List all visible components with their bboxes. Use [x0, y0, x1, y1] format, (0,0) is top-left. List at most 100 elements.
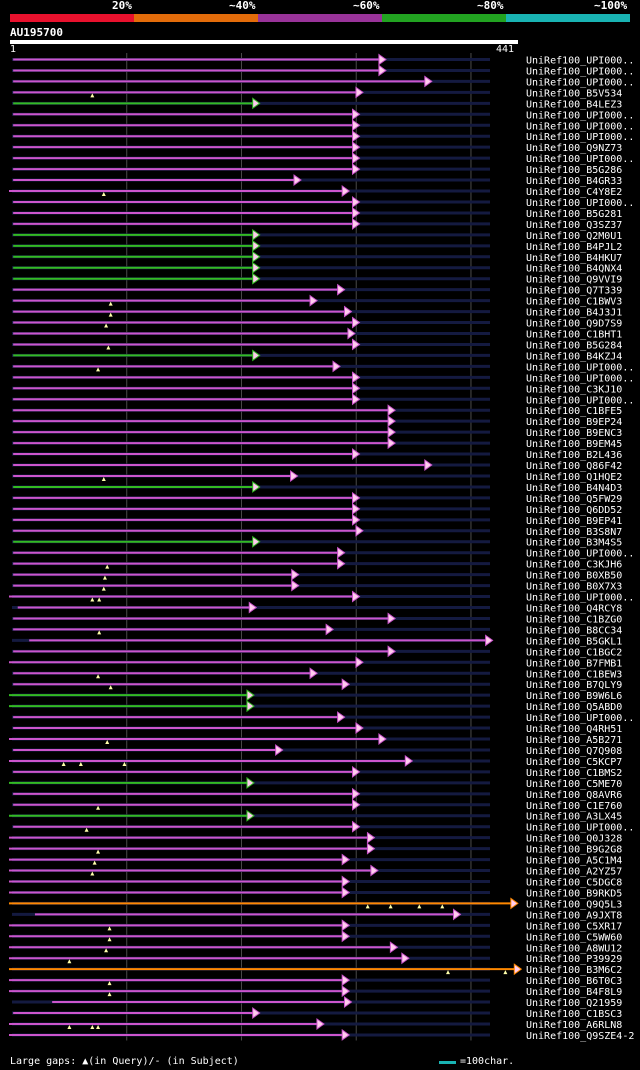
- hit-arrow: [404, 754, 414, 767]
- ruler-start-label: 1: [10, 44, 17, 55]
- hit-arrow: [387, 612, 396, 625]
- hit-label: UniRef100_B4GR33: [526, 176, 622, 187]
- hit-label: UniRef100_UPI000..: [526, 198, 634, 209]
- hit-arrow: [341, 875, 351, 888]
- hit-arrow: [352, 765, 361, 778]
- hit-arrow: [387, 645, 396, 658]
- hit-arrow: [341, 985, 351, 998]
- hit-arrow: [378, 733, 387, 745]
- hit-label: UniRef100_B0XB50: [526, 571, 622, 582]
- hit-label: UniRef100_B4QNX4: [526, 264, 622, 275]
- hit-label: UniRef100_UPI000..: [526, 132, 634, 143]
- legend-label-80: ~80%: [477, 0, 504, 12]
- hit-label: UniRef100_B8CC34: [526, 625, 622, 636]
- hit-label: UniRef100_B4J3J1: [526, 308, 622, 319]
- gap-marker: [108, 301, 113, 306]
- hit-label: UniRef100_C3KJH6: [526, 560, 622, 571]
- hit-label: UniRef100_Q3SZ37: [526, 220, 622, 231]
- gap-marker: [96, 674, 101, 679]
- hit-label: UniRef100_C1BMS2: [526, 768, 622, 779]
- hit-arrow: [341, 919, 351, 932]
- hit-arrow: [352, 163, 361, 176]
- hit-label: UniRef100_A9JXT8: [526, 910, 622, 921]
- hit-arrow: [332, 360, 341, 373]
- hit-label: UniRef100_C1BFE5: [526, 406, 622, 417]
- hit-label: UniRef100_P39929: [526, 954, 622, 965]
- hit-arrow: [352, 820, 361, 833]
- gap-marker: [61, 761, 66, 766]
- hit-label: UniRef100_C4Y8E2: [526, 187, 622, 198]
- gap-marker: [446, 970, 451, 975]
- hit-arrow: [352, 513, 361, 526]
- hit-arrow: [337, 283, 346, 296]
- hit-label: UniRef100_B3S8N7: [526, 527, 622, 538]
- hit-label: UniRef100_B7QLY9: [526, 680, 622, 691]
- hit-label: UniRef100_C1BSC3: [526, 1009, 622, 1020]
- hit-label: UniRef100_Q21959: [526, 998, 622, 1009]
- gap-marker: [96, 849, 101, 854]
- large-gaps-legend: Large gaps: ▲(in Query)/- (in Subject): [10, 1056, 239, 1067]
- hit-arrow: [352, 316, 361, 329]
- hit-label: UniRef100_B4F8L9: [526, 987, 622, 998]
- hit-label: UniRef100_A6RLN8: [526, 1020, 622, 1031]
- hit-label: UniRef100_A5B271: [526, 735, 622, 746]
- hit-arrow: [387, 415, 396, 428]
- hit-label: UniRef100_Q86F42: [526, 461, 622, 472]
- hit-arrow: [246, 809, 255, 822]
- hit-arrow: [513, 963, 523, 976]
- legend-bar-20: [10, 14, 134, 22]
- hit-label: UniRef100_B9EP24: [526, 417, 622, 428]
- hit-label: UniRef100_C5DGC8: [526, 878, 622, 889]
- hit-arrow: [252, 349, 261, 362]
- gap-marker: [122, 761, 127, 766]
- hit-arrow: [387, 437, 396, 450]
- gap-marker: [388, 904, 393, 909]
- hit-arrow: [341, 678, 351, 691]
- hit-arrow: [352, 798, 361, 811]
- hit-label: UniRef100_UPI000..: [526, 549, 634, 560]
- hit-arrow: [352, 217, 361, 230]
- hit-arrow: [341, 853, 351, 866]
- hit-label: UniRef100_A2YZ57: [526, 867, 622, 878]
- hit-arrow: [352, 491, 361, 504]
- hit-label: UniRef100_Q7T339: [526, 286, 622, 297]
- gap-marker: [96, 805, 101, 810]
- hit-label: UniRef100_Q4RCY8: [526, 604, 622, 615]
- hit-label: UniRef100_B3M4S5: [526, 538, 622, 549]
- hit-arrow: [246, 700, 255, 713]
- hit-arrow: [293, 174, 302, 187]
- hit-label: UniRef100_UPI000..: [526, 373, 634, 384]
- gap-marker: [90, 1024, 95, 1029]
- hit-label: UniRef100_Q9VVI9: [526, 275, 622, 286]
- hit-arrow: [337, 546, 346, 559]
- hit-arrow: [378, 64, 387, 77]
- hit-label: UniRef100_B3M6C2: [526, 965, 622, 976]
- scale-bar: [439, 1061, 456, 1064]
- legend-bar-80: [382, 14, 506, 22]
- hit-arrow: [387, 426, 396, 439]
- hit-label: UniRef100_Q5FW29: [526, 494, 622, 505]
- hit-arrow: [355, 722, 364, 735]
- legend-label-60: ~60%: [353, 0, 380, 12]
- hit-arrow: [352, 371, 361, 384]
- hit-arrow: [352, 119, 361, 132]
- hit-arrow: [252, 250, 261, 263]
- gap-marker: [90, 871, 95, 876]
- hit-arrow: [252, 239, 261, 252]
- gap-marker: [92, 860, 97, 865]
- gap-marker: [104, 948, 109, 953]
- hit-arrow: [355, 656, 364, 669]
- gap-marker: [102, 575, 107, 580]
- gap-marker: [108, 312, 113, 317]
- hit-label: UniRef100_B9EM45: [526, 439, 622, 450]
- hit-label: UniRef100_Q4RH51: [526, 724, 622, 735]
- legend-bar-60: [258, 14, 382, 22]
- hit-arrow: [378, 53, 387, 66]
- hit-arrow: [252, 1007, 261, 1019]
- hit-arrow: [366, 842, 376, 855]
- gap-marker: [90, 93, 95, 98]
- hit-label: UniRef100_Q2M0U1: [526, 231, 622, 242]
- hit-arrow: [252, 261, 261, 274]
- gap-marker: [107, 937, 112, 942]
- hit-arrow: [252, 228, 261, 241]
